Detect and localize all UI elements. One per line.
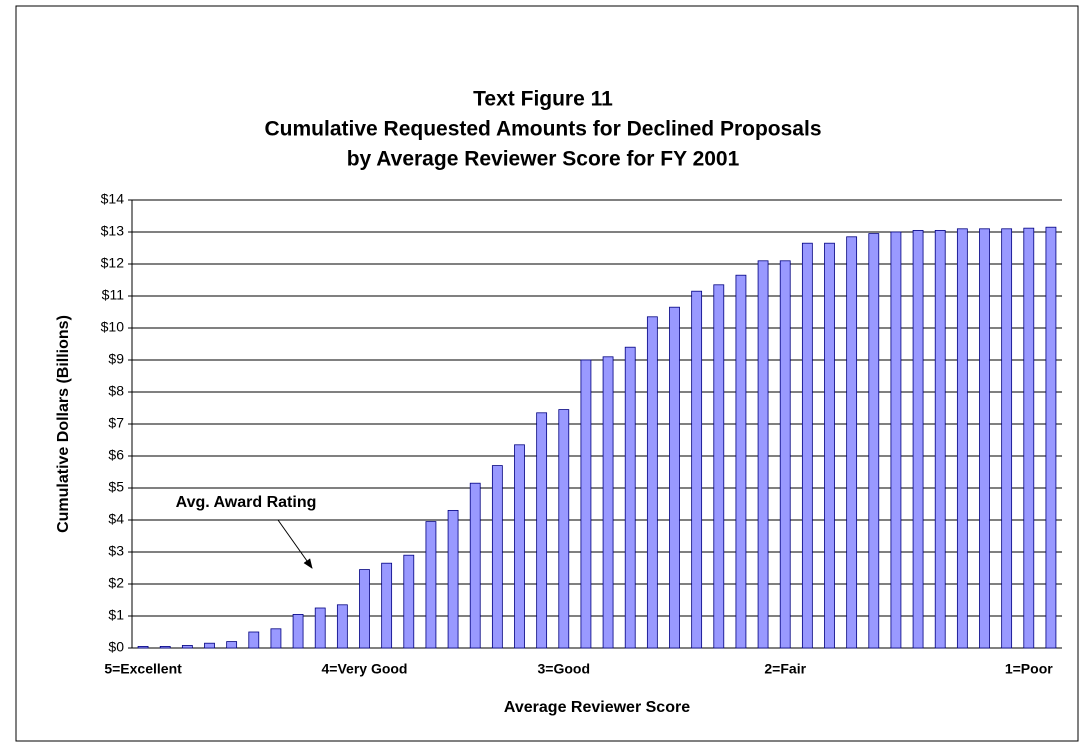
y-tick-label: $7 <box>108 415 124 431</box>
bar <box>757 260 769 649</box>
bar <box>137 646 149 649</box>
bar <box>956 228 968 649</box>
chart-subtitle: Cumulative Requested Amounts for Decline… <box>265 118 822 141</box>
y-tick-label: $14 <box>101 191 125 207</box>
bar <box>801 242 813 649</box>
bar <box>779 260 791 649</box>
bar <box>359 569 370 649</box>
bar <box>226 641 238 649</box>
y-tick-label: $5 <box>108 479 124 495</box>
bar <box>536 412 548 649</box>
bar <box>580 359 592 649</box>
bar <box>447 509 459 649</box>
bar <box>602 356 614 649</box>
bar <box>669 306 680 649</box>
bar <box>204 642 215 649</box>
y-tick-label: $2 <box>108 575 124 591</box>
bar <box>514 444 525 649</box>
bar <box>912 229 924 649</box>
y-tick-label: $8 <box>108 383 124 399</box>
bar <box>181 645 193 649</box>
bar <box>159 646 171 649</box>
bar <box>979 228 990 649</box>
bar <box>890 231 902 649</box>
x-tick-label: 5=Excellent <box>104 661 182 677</box>
x-tick-label: 2=Fair <box>764 661 806 677</box>
bar <box>425 521 437 649</box>
x-axis-title: Average Reviewer Score <box>504 699 690 716</box>
annotation-arrow <box>277 519 313 569</box>
y-tick-label: $9 <box>108 351 124 367</box>
bar <box>735 274 747 649</box>
bar <box>1045 226 1057 649</box>
y-tick-label: $3 <box>108 543 124 559</box>
bar <box>381 562 393 649</box>
annotation: Avg. Award Rating <box>176 494 317 511</box>
bar <box>558 409 570 649</box>
bar <box>1023 227 1035 649</box>
bar <box>824 242 835 649</box>
bar <box>248 631 260 649</box>
y-tick-label: $0 <box>108 639 124 655</box>
y-tick-label: $12 <box>101 255 125 271</box>
bar <box>491 465 503 649</box>
x-tick-label: 1=Poor <box>1005 661 1053 677</box>
chart-title: Text Figure 11 <box>473 88 613 111</box>
bar <box>1001 228 1013 649</box>
bar <box>868 233 880 649</box>
x-tick-label: 4=Very Good <box>322 661 408 677</box>
bar <box>469 482 481 649</box>
bar <box>691 290 703 649</box>
bar <box>270 628 282 649</box>
y-tick-label: $4 <box>108 511 124 527</box>
y-tick-label: $11 <box>102 287 125 303</box>
bar <box>292 614 304 649</box>
bar <box>846 236 858 649</box>
bar <box>403 554 415 649</box>
bar <box>646 316 658 649</box>
bar <box>934 229 946 649</box>
y-tick-label: $10 <box>101 319 125 335</box>
x-tick-label: 3=Good <box>538 661 591 677</box>
chart-subtitle: by Average Reviewer Score for FY 2001 <box>347 148 740 171</box>
bar <box>713 284 725 649</box>
bar <box>624 346 636 649</box>
y-tick-label: $13 <box>101 223 125 239</box>
y-tick-label: $6 <box>108 447 124 463</box>
bar <box>336 604 348 649</box>
y-tick-label: $1 <box>108 607 124 623</box>
y-axis-title: Cumulative Dollars (Billions) <box>55 315 72 533</box>
bar <box>314 607 326 649</box>
